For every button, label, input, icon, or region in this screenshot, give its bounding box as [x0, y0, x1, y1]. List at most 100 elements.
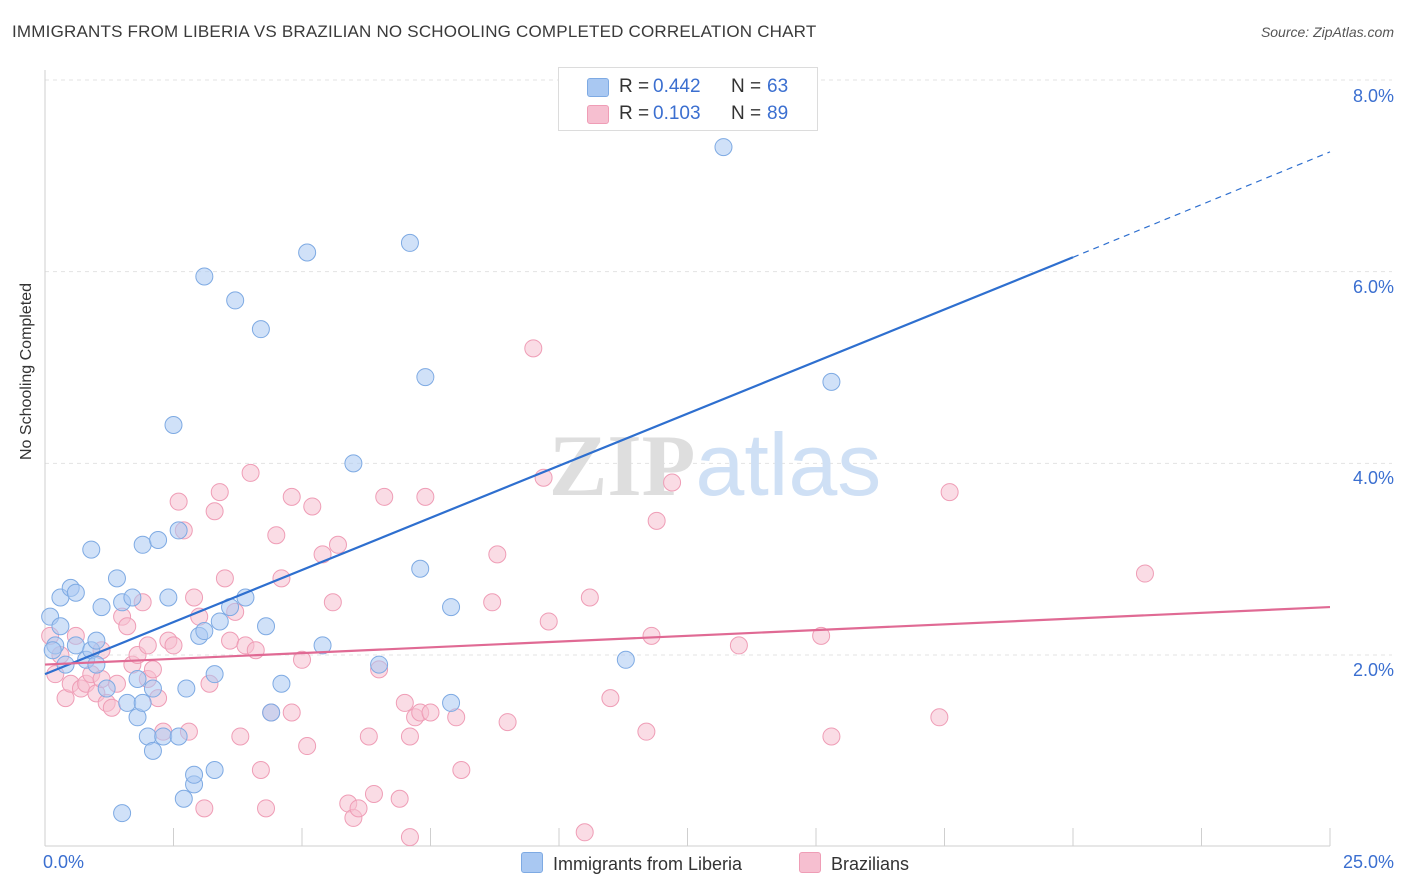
brazilians-point: [257, 799, 276, 818]
brazilians-points: [41, 339, 1154, 847]
liberia-point: [82, 540, 101, 559]
correlation-legend: R = 0.442 N = 63 R = 0.103 N = 89: [558, 67, 818, 131]
legend-label-brazilians: Brazilians: [831, 854, 910, 874]
y-axis-label: No Schooling Completed: [18, 283, 35, 460]
liberia-point: [143, 679, 162, 698]
liberia-point: [205, 665, 224, 684]
liberia-point: [195, 622, 214, 641]
legend-swatch-blue: [587, 78, 609, 97]
liberia-point: [133, 693, 152, 712]
brazilians-point: [416, 487, 435, 506]
y-tick-label: 8.0%: [1352, 86, 1394, 106]
n-label: N =: [731, 76, 762, 97]
brazilians-point: [364, 784, 383, 803]
grid-lines: [45, 79, 1392, 656]
brazilians-point: [267, 526, 286, 545]
brazilians-point: [940, 483, 959, 502]
brazilians-point: [359, 727, 378, 746]
liberia-point: [66, 583, 85, 602]
legend-swatch-blue: [521, 852, 543, 873]
liberia-point: [177, 679, 196, 698]
liberia-point: [298, 243, 317, 262]
liberia-point: [133, 535, 152, 554]
liberia-point: [51, 617, 70, 636]
brazilians-point: [524, 339, 543, 358]
brazilians-point: [328, 535, 347, 554]
liberia-point: [113, 804, 132, 823]
liberia-point: [143, 741, 162, 760]
chart-title: IMMIGRANTS FROM LIBERIA VS BRAZILIAN NO …: [12, 22, 817, 41]
liberia-point: [714, 138, 733, 157]
brazilians-point: [185, 588, 204, 607]
liberia-point: [169, 521, 188, 540]
brazilians-point: [488, 545, 507, 564]
liberia-point: [164, 416, 183, 434]
legend-label-liberia: Immigrants from Liberia: [553, 854, 743, 874]
brazilians-point: [375, 487, 394, 506]
brazilians-point: [205, 502, 224, 521]
liberia-point: [262, 703, 281, 722]
brazilians-point: [282, 703, 301, 722]
brazilians-point: [642, 626, 661, 645]
brazilians-point: [421, 703, 440, 722]
brazilians-point: [195, 799, 214, 818]
liberia-point: [169, 727, 188, 746]
brazilians-point: [647, 511, 666, 530]
liberia-point: [149, 531, 168, 549]
n-value: 63: [767, 76, 789, 97]
liberia-point: [43, 641, 62, 660]
brazilians-point: [1135, 564, 1154, 583]
liberia-point: [210, 612, 229, 631]
brazilians-point: [164, 636, 183, 655]
brazilians-point: [637, 722, 656, 741]
r-label: R =: [619, 76, 650, 97]
liberia-point: [313, 636, 332, 655]
brazilians-point: [293, 650, 311, 669]
liberia-point: [411, 559, 430, 578]
liberia-point: [616, 650, 635, 669]
liberia-point: [118, 693, 137, 712]
liberia-point: [205, 761, 224, 779]
y-tick-label: 4.0%: [1352, 468, 1394, 488]
brazilians-point: [138, 636, 157, 655]
brazilians-point: [812, 626, 831, 645]
brazilians-point: [118, 617, 137, 636]
brazilians-point: [282, 487, 301, 506]
brazilians-point: [221, 631, 240, 650]
brazilians-trend-line: [44, 605, 1331, 666]
liberia-point: [257, 617, 276, 636]
liberia-point: [272, 674, 291, 693]
liberia-point: [370, 655, 389, 674]
liberia-point: [185, 765, 204, 784]
brazilians-point: [349, 799, 368, 818]
bottom-legend-liberia: Immigrants from Liberia: [521, 852, 742, 875]
brazilians-point: [298, 737, 317, 756]
r-label: R =: [619, 103, 650, 124]
brazilians-point: [930, 708, 949, 727]
r-value: 0.103: [653, 103, 701, 124]
brazilians-point: [400, 727, 419, 746]
liberia-point: [195, 267, 214, 286]
liberia-point: [107, 569, 126, 588]
source-label: Source: ZipAtlas.com: [1260, 24, 1394, 40]
brazilians-point: [498, 713, 517, 732]
liberia-point: [87, 631, 106, 650]
liberia-point: [416, 368, 435, 387]
liberia-points: [41, 138, 841, 823]
brazilians-point: [303, 497, 322, 516]
brazilians-point: [729, 636, 748, 655]
liberia-point: [251, 320, 270, 339]
brazilians-point: [102, 698, 121, 717]
brazilians-point: [313, 545, 332, 564]
brazilians-point: [231, 727, 250, 746]
brazilians-point: [483, 593, 502, 612]
liberia-point: [92, 598, 111, 617]
brazilians-point: [822, 727, 841, 746]
watermark-atlas: atlas: [695, 415, 881, 514]
liberia-point: [344, 454, 363, 473]
brazilians-point: [452, 761, 471, 779]
r-value: 0.442: [653, 76, 701, 97]
liberia-point: [154, 727, 173, 746]
liberia-point: [128, 669, 147, 688]
